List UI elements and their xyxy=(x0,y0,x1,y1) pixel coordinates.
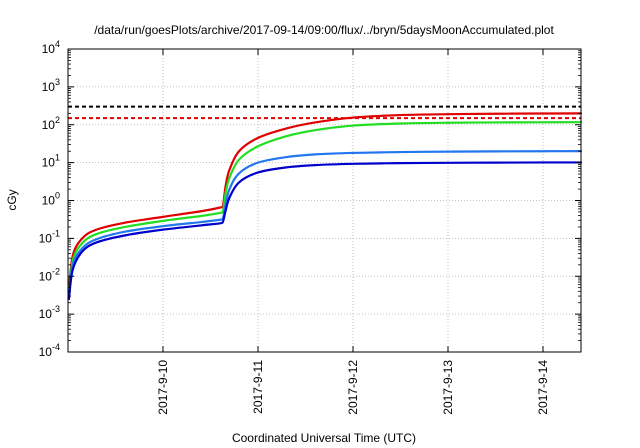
plot-frame xyxy=(67,48,582,353)
series-line xyxy=(67,121,583,298)
x-tick-label: 2017-9-13 xyxy=(441,360,455,415)
y-tick-labels: 10-4 10-3 10-2 10-1 100 101 102 103 104 xyxy=(39,39,60,359)
x-axis-label: Coordinated Universal Time (UTC) xyxy=(232,431,416,445)
grid xyxy=(68,49,581,352)
y-axis-label: cGy xyxy=(5,189,19,210)
y-tick-label: 103 xyxy=(42,77,60,94)
y-tick-label: 100 xyxy=(42,191,60,208)
x-tick-label: 2017-9-12 xyxy=(346,360,360,415)
reference-lines xyxy=(68,105,581,120)
y-tick-label: 10-3 xyxy=(39,304,60,321)
series-line xyxy=(67,150,583,299)
x-tick-label: 2017-9-10 xyxy=(156,360,170,415)
series-line xyxy=(67,112,583,293)
series-lines xyxy=(67,112,583,301)
chart-title: /data/run/goesPlots/archive/2017-09-14/0… xyxy=(94,23,554,37)
x-tick-label: 2017-9-11 xyxy=(251,360,265,414)
y-tick-label: 10-1 xyxy=(39,228,60,245)
y-tick-label: 102 xyxy=(42,115,60,132)
y-tick-label: 104 xyxy=(42,39,60,56)
y-tick-label: 101 xyxy=(42,153,60,170)
y-tick-label: 10-4 xyxy=(39,342,60,359)
y-tick-label: 10-2 xyxy=(39,266,60,283)
x-tick-label: 2017-9-14 xyxy=(536,360,550,415)
axis-ticks xyxy=(68,48,581,353)
series-line xyxy=(67,161,583,301)
x-tick-labels: 2017-9-10 2017-9-11 2017-9-12 2017-9-13 2017… xyxy=(156,360,550,415)
